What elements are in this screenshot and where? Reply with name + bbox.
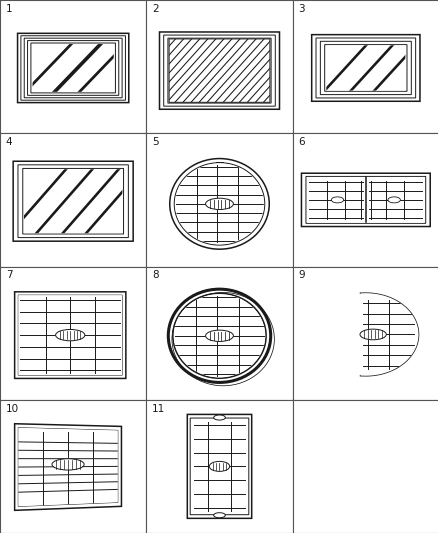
Ellipse shape xyxy=(205,330,233,342)
FancyBboxPatch shape xyxy=(23,168,123,234)
Polygon shape xyxy=(18,427,117,506)
FancyBboxPatch shape xyxy=(191,419,247,514)
FancyBboxPatch shape xyxy=(307,177,424,223)
FancyBboxPatch shape xyxy=(24,169,122,233)
FancyBboxPatch shape xyxy=(32,44,113,92)
Circle shape xyxy=(173,294,265,377)
FancyBboxPatch shape xyxy=(18,295,122,375)
Text: 4: 4 xyxy=(6,137,12,147)
FancyBboxPatch shape xyxy=(169,39,269,102)
Circle shape xyxy=(173,293,265,378)
Text: 8: 8 xyxy=(152,271,159,280)
FancyBboxPatch shape xyxy=(18,165,128,238)
FancyBboxPatch shape xyxy=(24,38,122,98)
Polygon shape xyxy=(360,293,417,376)
Ellipse shape xyxy=(387,197,399,203)
Text: 9: 9 xyxy=(298,271,304,280)
Ellipse shape xyxy=(331,197,343,203)
Text: 2: 2 xyxy=(152,4,159,14)
Text: 7: 7 xyxy=(6,271,12,280)
Text: 1: 1 xyxy=(6,4,12,14)
Ellipse shape xyxy=(52,459,84,470)
FancyBboxPatch shape xyxy=(315,38,415,98)
Polygon shape xyxy=(360,293,417,376)
Ellipse shape xyxy=(56,329,85,341)
FancyBboxPatch shape xyxy=(31,43,115,93)
FancyBboxPatch shape xyxy=(167,38,271,103)
Ellipse shape xyxy=(359,329,385,340)
Text: 3: 3 xyxy=(298,4,304,14)
Text: 6: 6 xyxy=(298,137,304,147)
FancyBboxPatch shape xyxy=(21,36,125,100)
FancyBboxPatch shape xyxy=(18,295,122,375)
Ellipse shape xyxy=(213,513,225,518)
FancyBboxPatch shape xyxy=(305,176,425,223)
Polygon shape xyxy=(14,424,121,511)
FancyBboxPatch shape xyxy=(320,42,410,95)
FancyBboxPatch shape xyxy=(325,45,404,91)
FancyBboxPatch shape xyxy=(163,35,275,106)
Ellipse shape xyxy=(209,462,229,471)
Ellipse shape xyxy=(205,198,233,209)
Text: 11: 11 xyxy=(152,404,165,414)
FancyBboxPatch shape xyxy=(324,45,406,91)
FancyBboxPatch shape xyxy=(190,418,248,515)
Circle shape xyxy=(174,163,264,245)
FancyBboxPatch shape xyxy=(28,41,119,95)
Ellipse shape xyxy=(213,415,225,420)
Polygon shape xyxy=(18,427,117,506)
Circle shape xyxy=(175,164,263,244)
FancyBboxPatch shape xyxy=(14,292,126,378)
Text: 5: 5 xyxy=(152,137,159,147)
Text: 10: 10 xyxy=(6,404,19,414)
